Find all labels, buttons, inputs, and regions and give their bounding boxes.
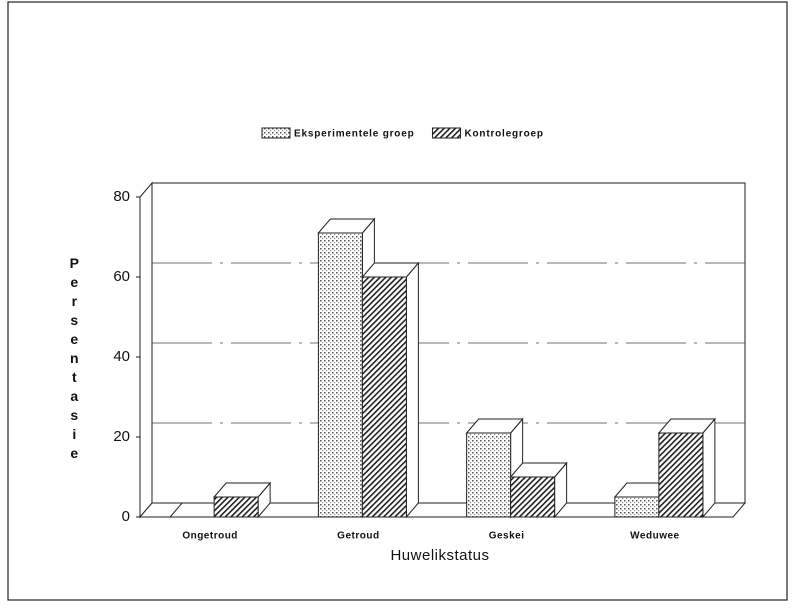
y-tick-label: 40 [113, 348, 130, 365]
bar [614, 496, 660, 518]
x-axis-label: Huwelikstatus [390, 547, 489, 564]
bar [510, 476, 556, 518]
y-tick-label: 80 [113, 188, 130, 205]
y-tick-label: 60 [113, 268, 130, 285]
x-tick-label: Getroud [337, 531, 379, 542]
legend-swatch [431, 127, 461, 139]
x-tick-label: Weduwee [630, 531, 679, 542]
legend-swatch [261, 127, 291, 139]
bar-side [405, 261, 419, 519]
y-tick-label: 20 [113, 428, 130, 445]
legend-label: Eksperimentele groep [294, 129, 414, 140]
y-tick-label: 0 [122, 508, 130, 525]
y-axis-label: Persentasie [66, 255, 82, 464]
legend-label: Kontrolegroep [464, 129, 543, 140]
bar [361, 276, 407, 518]
bar [317, 232, 363, 518]
bar-side [702, 417, 716, 519]
left-wall [139, 181, 153, 519]
x-tick-label: Geskei [489, 531, 525, 542]
bar [466, 432, 512, 518]
frame [7, 1, 788, 601]
x-tick-label: Ongetroud [182, 531, 238, 542]
bar [658, 432, 704, 518]
bar [213, 496, 259, 518]
